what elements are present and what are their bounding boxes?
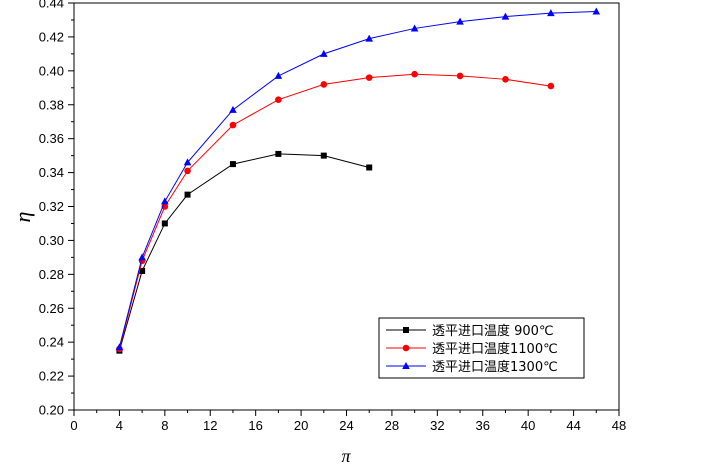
- series-1: [116, 150, 373, 354]
- x-tick-label: 16: [248, 418, 262, 433]
- data-point: [183, 158, 192, 166]
- data-point: [275, 96, 282, 103]
- data-point: [319, 49, 328, 57]
- x-axis: 0 4 8 12 16 20 24 28 32 36 40 44 48: [70, 410, 626, 433]
- x-tick-label: 24: [339, 418, 353, 433]
- data-point: [161, 197, 169, 205]
- data-point: [275, 150, 282, 157]
- y-tick-label: 0.26: [39, 301, 64, 316]
- y-tick-label: 0.34: [39, 165, 64, 180]
- data-point: [501, 12, 510, 20]
- x-tick-label: 8: [161, 418, 168, 433]
- data-point: [184, 191, 191, 198]
- y-tick-label: 0.36: [39, 131, 64, 146]
- data-point: [320, 152, 327, 159]
- data-point: [229, 121, 237, 129]
- y-axis-title: η: [10, 212, 35, 223]
- data-point: [365, 74, 373, 81]
- data-point: [547, 9, 555, 17]
- series-line: [118, 73, 551, 350]
- data-point: [456, 72, 464, 80]
- data-point: [410, 24, 419, 32]
- data-point: [502, 76, 509, 83]
- y-tick-label: 0.24: [39, 335, 64, 350]
- x-axis-title: π: [341, 446, 351, 466]
- data-point: [229, 161, 236, 168]
- y-tick-label: 0.40: [39, 63, 64, 78]
- x-tick-label: 44: [566, 418, 580, 433]
- data-point: [456, 17, 464, 25]
- series-line: [118, 10, 597, 348]
- data-point: [138, 253, 146, 261]
- data-point: [547, 82, 555, 90]
- legend-label: 透平进口温度1100℃: [432, 341, 558, 357]
- x-tick-label: 12: [203, 418, 217, 433]
- legend-marker: [403, 327, 409, 333]
- series-line: [118, 153, 370, 351]
- data-point: [592, 7, 601, 15]
- series-2: [116, 70, 555, 353]
- series-layer: [115, 7, 601, 354]
- x-tick-label: 0: [70, 418, 77, 433]
- x-tick-label: 48: [612, 418, 626, 433]
- data-point: [366, 164, 373, 171]
- y-tick-label: 0.30: [39, 233, 64, 248]
- x-tick-label: 28: [385, 418, 399, 433]
- data-point: [411, 70, 418, 78]
- y-tick-label: 0.38: [39, 97, 64, 112]
- x-tick-label: 4: [116, 418, 123, 433]
- legend-label: 透平进口温度1300℃: [432, 359, 558, 375]
- y-tick-label: 0.44: [39, 0, 64, 11]
- data-point: [320, 81, 328, 88]
- x-tick-label: 36: [476, 418, 490, 433]
- y-tick-label: 0.42: [39, 29, 64, 44]
- legend: 透平进口温度 900℃ 透平进口温度1100℃ 透平进口温度1300℃: [378, 317, 585, 379]
- y-tick-label: 0.28: [39, 267, 64, 282]
- legend-marker: [402, 362, 410, 369]
- data-point: [115, 343, 124, 351]
- legend-marker: [402, 344, 410, 352]
- y-tick-label: 0.20: [39, 403, 64, 418]
- series-3: [115, 7, 601, 351]
- data-point: [229, 105, 237, 113]
- data-point: [365, 34, 374, 42]
- y-tick-label: 0.32: [39, 199, 64, 214]
- data-point: [274, 71, 283, 79]
- data-point: [139, 267, 146, 274]
- data-point: [161, 220, 168, 227]
- y-axis: 0.20 0.22 0.24 0.26 0.28 0.30 0.32 0.34 0.36 0.38…: [39, 0, 74, 418]
- x-tick-label: 32: [430, 418, 444, 433]
- legend-label: 透平进口温度 900℃: [432, 323, 554, 339]
- x-tick-label: 20: [294, 418, 308, 433]
- y-tick-label: 0.22: [39, 369, 64, 384]
- x-tick-label: 40: [521, 418, 535, 433]
- data-point: [184, 167, 191, 175]
